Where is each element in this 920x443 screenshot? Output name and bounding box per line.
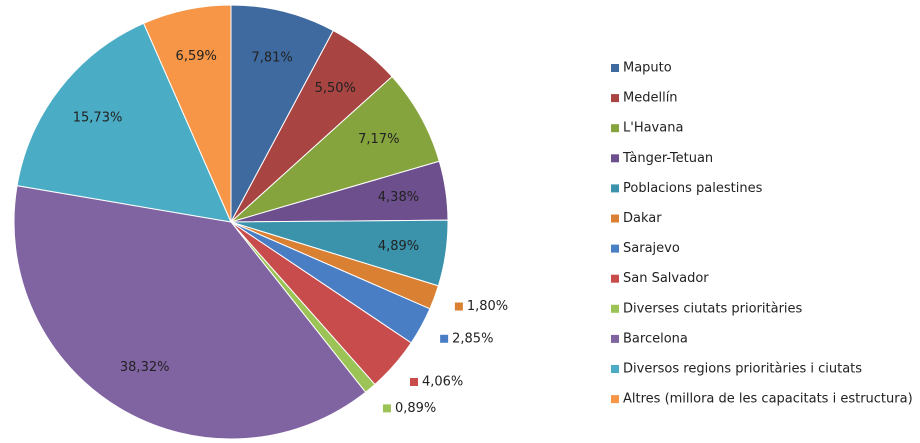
label-marker (382, 404, 391, 413)
legend-label: Diverses ciutats prioritàries (623, 301, 803, 316)
legend-swatch (611, 64, 619, 72)
legend-swatch (611, 365, 619, 373)
label-marker (409, 377, 418, 386)
data-label: 4,06% (422, 374, 463, 389)
legend-label: Tànger-Tetuan (622, 151, 713, 166)
data-label: 4,38% (378, 190, 419, 205)
legend-label: Diversos regions prioritàries i ciutats (623, 362, 862, 377)
data-label: 4,89% (378, 239, 419, 254)
data-label: 38,32% (120, 360, 170, 375)
legend-swatch (611, 94, 619, 103)
legend-swatch (611, 274, 619, 283)
legend-swatch (611, 154, 619, 163)
data-label: 0,89% (395, 401, 436, 416)
legend-swatch (611, 124, 619, 133)
data-label: 2,85% (452, 331, 493, 346)
legend-label: Barcelona (623, 331, 688, 346)
legend-label: L'Havana (623, 121, 683, 136)
legend-swatch (611, 184, 619, 193)
legend-label: Poblacions palestines (623, 181, 763, 196)
legend-swatch (611, 395, 619, 404)
data-label: 6,59% (176, 49, 217, 64)
legend-swatch (611, 304, 619, 313)
data-label: 7,17% (358, 132, 399, 147)
legend-label: Altres (millora de les capacitats i estr… (623, 392, 913, 407)
label-marker (440, 334, 449, 343)
pie-slice (143, 4, 232, 223)
pie-slice (16, 22, 232, 223)
data-label: 5,50% (315, 81, 356, 96)
data-label: 15,73% (73, 110, 123, 125)
legend-swatch (611, 244, 619, 253)
legend-label: Maputo (623, 61, 672, 76)
legend-swatch (611, 214, 619, 223)
legend-label: Medellín (623, 91, 678, 106)
legend-swatch (611, 334, 619, 343)
data-label: 7,81% (251, 50, 292, 65)
legend-label: Dakar (623, 211, 662, 226)
data-label: 1,80% (467, 299, 508, 314)
pie-slice (13, 185, 367, 440)
legend-label: San Salvador (623, 271, 709, 286)
legend-label: Sarajevo (623, 241, 680, 256)
label-marker (454, 302, 463, 311)
pie-slice (230, 4, 334, 223)
